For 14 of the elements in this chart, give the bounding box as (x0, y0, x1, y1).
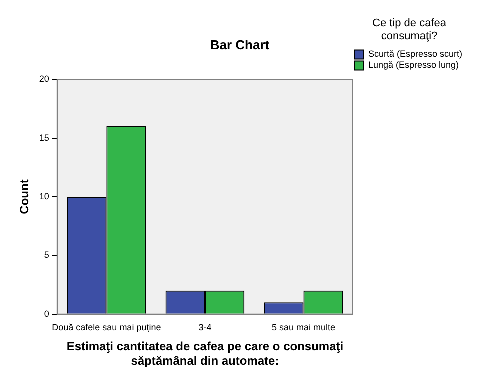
y-tick-label: 10 (39, 191, 50, 202)
x-tick-label: 3-4 (198, 322, 212, 332)
legend-label: Scurtă (Espresso scurt) (368, 49, 463, 60)
y-tick-label: 20 (39, 74, 50, 84)
legend-label: Lungă (Espresso lung) (368, 60, 460, 70)
x-axis-title: Estimaţi cantitatea de cafea pe care o consumaţi săptămânal din automate: (66, 340, 344, 368)
y-tick-label: 0 (44, 308, 50, 319)
x-tick-label: Două cafele sau mai puţine (52, 322, 162, 332)
x-tick-label: 5 sau mai multe (272, 322, 336, 332)
y-tick-label: 5 (44, 250, 50, 260)
chart-title: Bar Chart (210, 37, 270, 52)
y-tick-label: 15 (39, 132, 50, 143)
legend-title: Ce tip de cafea consumaţi? (372, 18, 448, 43)
y-axis-title: Count (18, 180, 32, 214)
